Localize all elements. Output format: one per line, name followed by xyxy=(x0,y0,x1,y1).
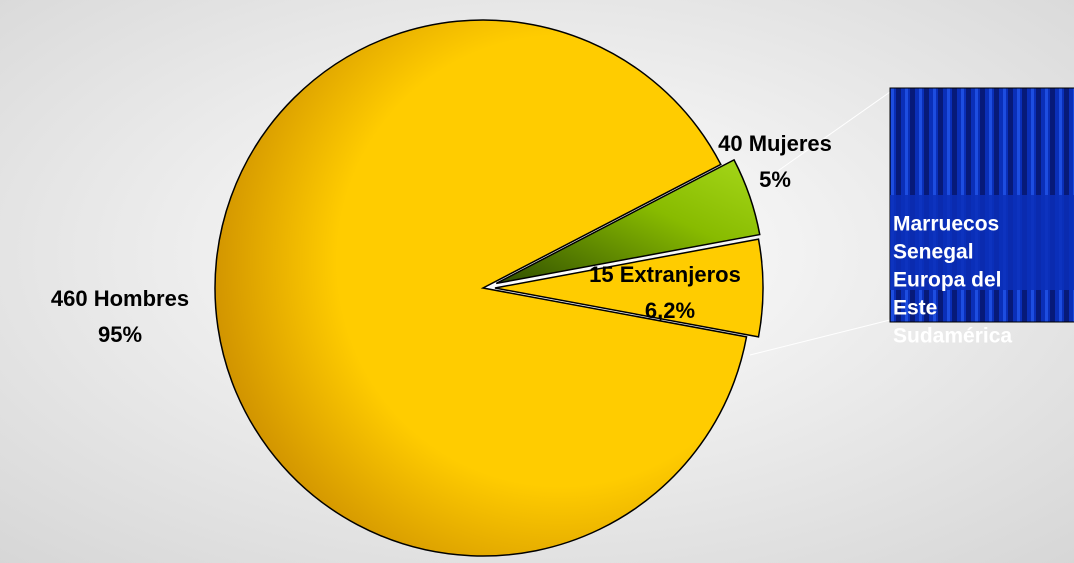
callout-item: Marruecos xyxy=(893,213,999,236)
slice-value-label: 5% xyxy=(759,167,791,192)
slice-label: 460 Hombres xyxy=(51,286,189,311)
slice-value-label: 6,2% xyxy=(645,298,695,323)
pie-slice xyxy=(494,238,764,338)
callout-box: Marruecos Senegal Europa del Este Sudamérica xyxy=(889,87,1074,348)
callout-item: Este xyxy=(893,297,937,320)
slice-value-label: 95% xyxy=(98,322,142,347)
pie-slice xyxy=(495,158,761,285)
callout-item: Senegal xyxy=(893,241,974,264)
callout-line xyxy=(749,319,891,356)
pie-slice xyxy=(214,19,748,557)
callout-item: Sudamérica xyxy=(893,325,1012,348)
callout-band xyxy=(890,195,1074,290)
slice-label: 15 Extranjeros xyxy=(589,262,741,287)
pie xyxy=(214,19,764,557)
callout-item: Europa del xyxy=(893,269,1002,292)
callout-line xyxy=(764,91,891,181)
slice-label: 40 Mujeres xyxy=(718,131,832,156)
